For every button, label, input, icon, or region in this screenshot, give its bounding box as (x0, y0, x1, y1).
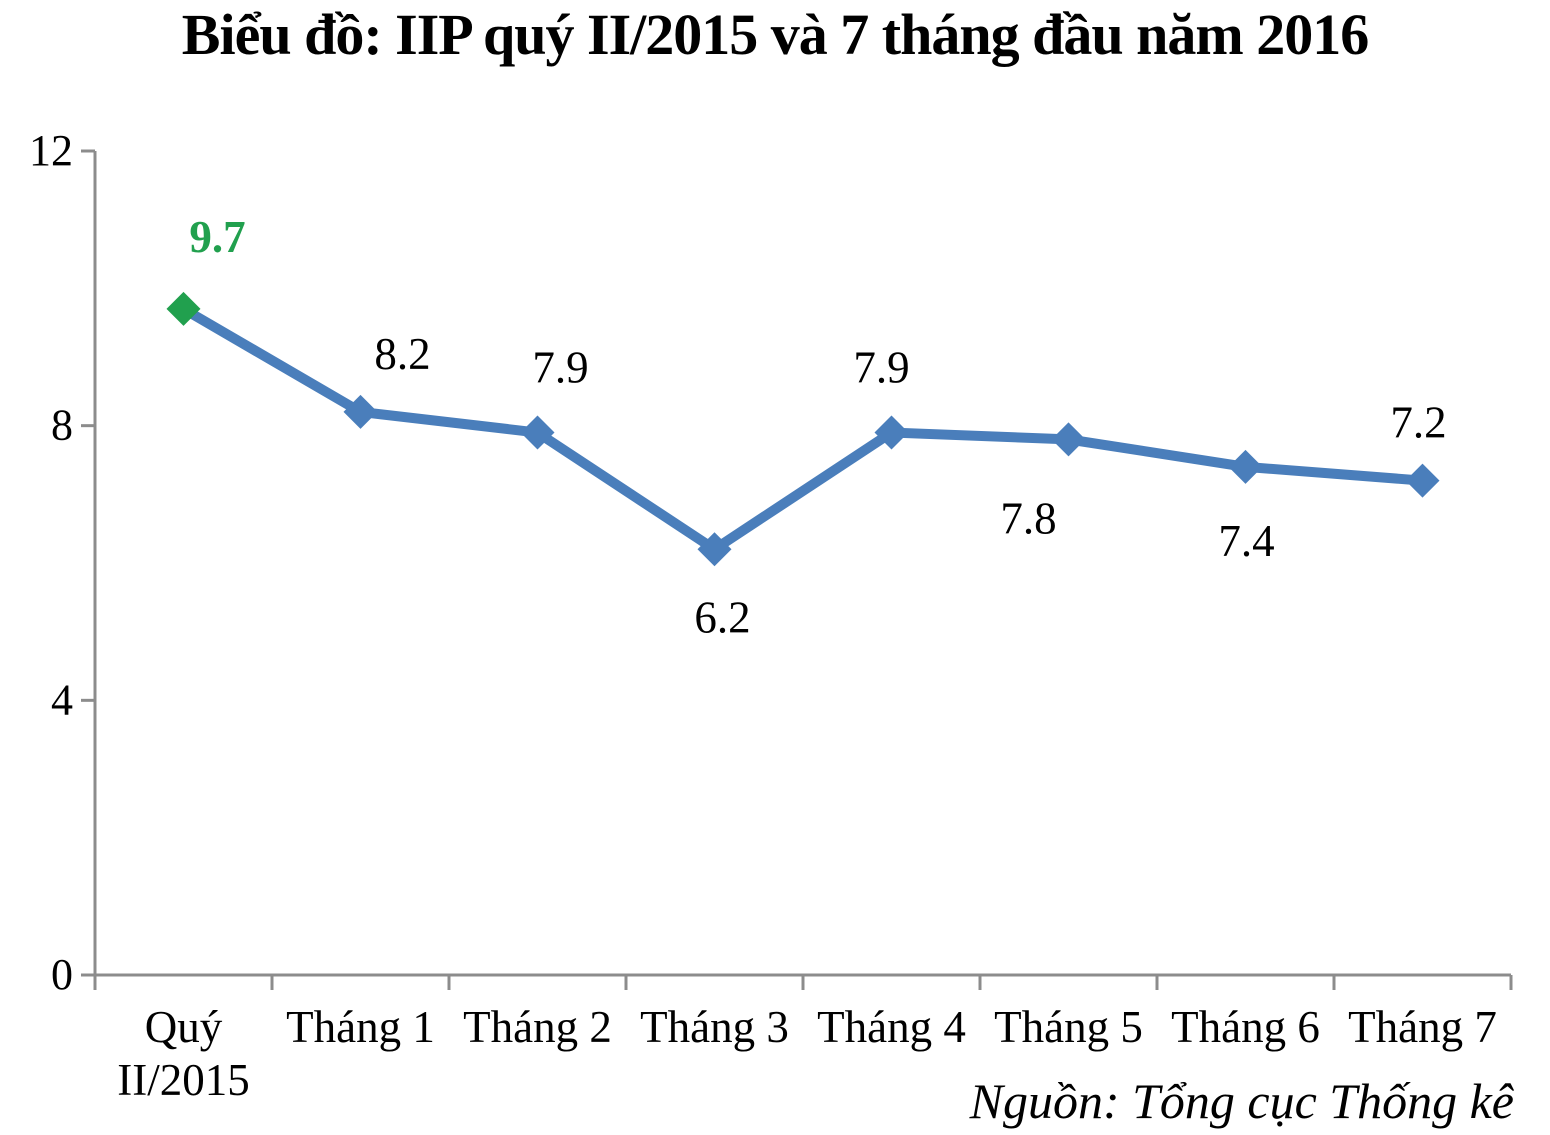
data-point-marker (1051, 422, 1086, 457)
data-label: 7.9 (532, 343, 588, 393)
data-label: 9.7 (189, 212, 245, 262)
category-label: Tháng 4 (817, 1002, 966, 1052)
data-point-marker (343, 394, 378, 429)
data-label: 6.2 (694, 592, 750, 642)
y-axis-tick-label: 0 (51, 950, 73, 999)
data-point-marker (874, 415, 909, 450)
data-point-marker-highlight (166, 291, 201, 326)
category-label: Tháng 1 (286, 1002, 435, 1052)
y-axis-tick-label: 12 (29, 126, 73, 175)
y-axis-tick-label: 4 (51, 675, 73, 724)
data-label: 8.2 (374, 329, 430, 379)
category-label: Quý II/2015 (117, 1002, 249, 1105)
data-point-marker (1405, 463, 1440, 498)
category-label: Tháng 6 (1171, 1002, 1320, 1052)
data-label: 7.2 (1390, 398, 1446, 448)
data-label: 7.9 (853, 343, 909, 393)
data-label: 7.4 (1218, 516, 1274, 566)
chart-title: Biểu đồ: IIP quý II/2015 và 7 tháng đầu … (181, 2, 1369, 67)
category-label: Tháng 3 (640, 1002, 789, 1052)
category-label: Tháng 2 (463, 1002, 612, 1052)
data-point-marker (697, 532, 732, 567)
data-point-marker (1228, 449, 1263, 484)
y-axis-tick-label: 8 (51, 401, 73, 450)
data-line (180, 304, 1423, 556)
category-label: Tháng 5 (994, 1002, 1143, 1052)
data-label: 7.8 (1000, 493, 1056, 543)
data-point-marker (520, 415, 555, 450)
source-caption: Nguồn: Tổng cục Thống kê (969, 1073, 1514, 1129)
category-label: Tháng 7 (1348, 1002, 1497, 1052)
